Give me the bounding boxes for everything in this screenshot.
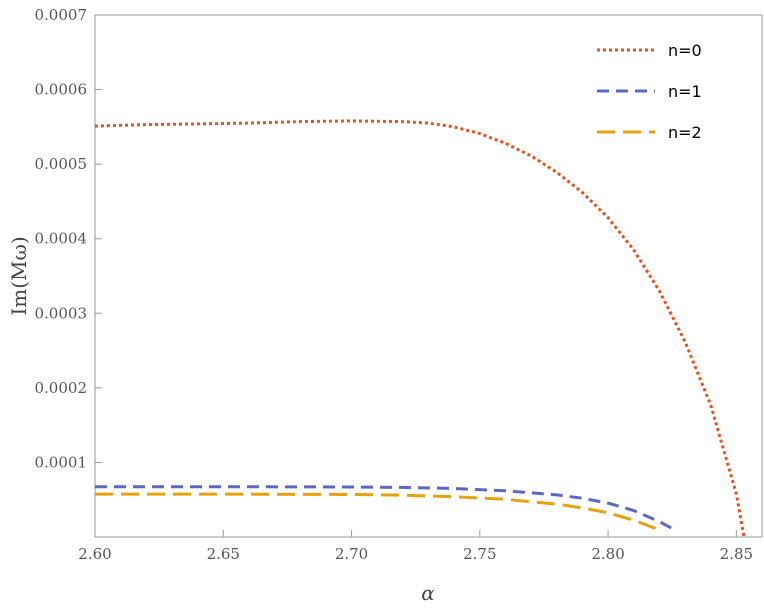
series-line-n=0 [94, 119, 746, 538]
y-tick-label: 0.0005 [35, 155, 88, 173]
y-tick-label: 0.0004 [35, 230, 88, 248]
series-layer [94, 119, 746, 538]
y-tick-label: 0.0006 [35, 81, 88, 99]
y-tick-label: 0.0003 [35, 304, 88, 322]
x-tick-label: 2.70 [335, 545, 368, 563]
legend-label: n=2 [668, 123, 702, 142]
x-tick-label: 2.60 [78, 545, 111, 563]
series-line-n=1 [95, 485, 676, 532]
x-tick-label: 2.75 [463, 545, 496, 563]
x-tick-label: 2.80 [591, 545, 624, 563]
legend: n=0 n=1 n=2 [597, 41, 702, 142]
y-tick-label: 0.0002 [35, 379, 88, 397]
x-tick-label: 2.85 [720, 545, 753, 563]
y-tick-label: 0.0007 [35, 6, 88, 24]
x-axis-ticks: 2.60 2.65 2.70 2.75 2.80 2.85 [78, 530, 753, 563]
y-tick-label: 0.0001 [35, 453, 88, 471]
plot-frame [94, 14, 763, 538]
legend-label: n=1 [668, 82, 702, 101]
series-line-n=2 [95, 492, 660, 532]
y-axis-ticks: 0.0001 0.0002 0.0003 0.0004 0.0005 0.0006 0.00… [35, 6, 102, 471]
x-axis-title: α [421, 581, 435, 605]
y-axis-title: Im(Mω) [7, 236, 31, 315]
x-tick-label: 2.65 [207, 545, 240, 563]
legend-label: n=0 [668, 41, 702, 60]
